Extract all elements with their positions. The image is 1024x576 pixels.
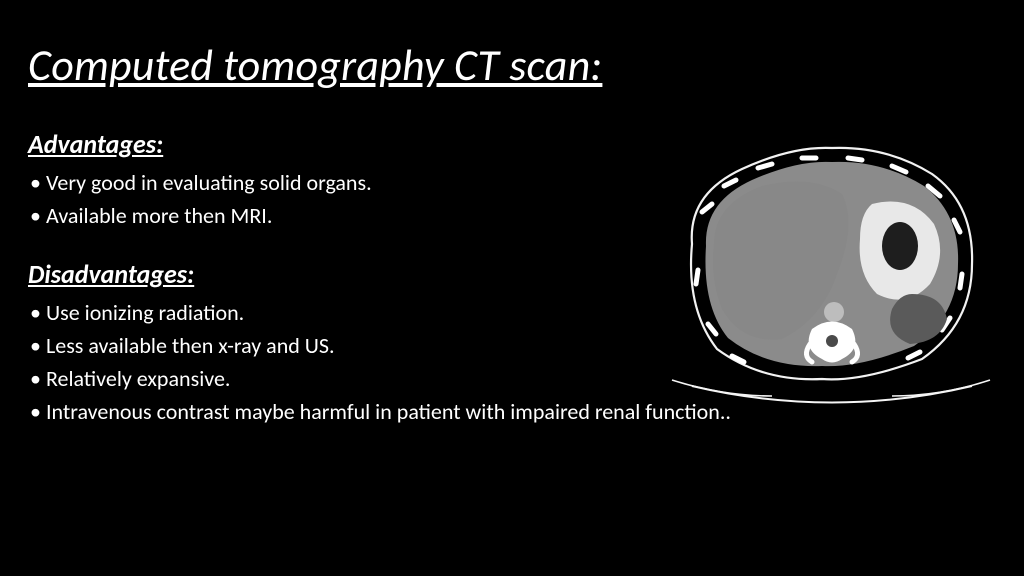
slide: Computed tomography CT scan: Advantages:…: [0, 0, 1024, 576]
slide-title: Computed tomography CT scan:: [28, 38, 996, 92]
ct-scan-image: [662, 134, 992, 404]
